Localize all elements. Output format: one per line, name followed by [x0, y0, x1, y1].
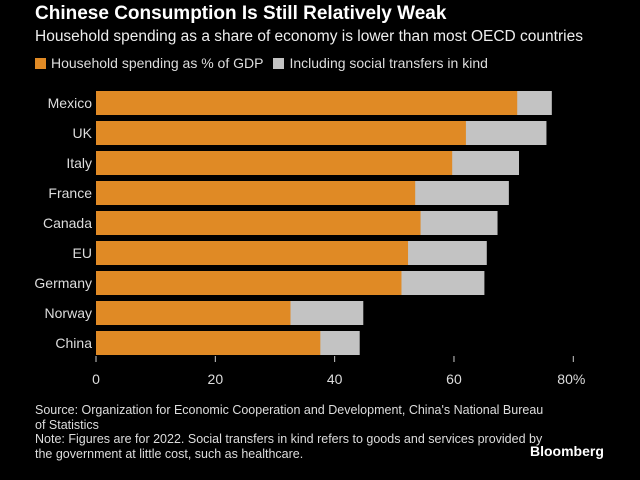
bar-household-spending: [96, 331, 321, 355]
category-label: Norway: [45, 305, 92, 321]
bar-household-spending: [96, 181, 416, 205]
category-label: Italy: [66, 155, 92, 171]
bar-household-spending: [96, 121, 466, 145]
bar-household-spending: [96, 91, 518, 115]
x-tick-label: 20: [208, 371, 224, 387]
legend-swatch-orange: [35, 57, 46, 69]
bar-household-spending: [96, 271, 402, 295]
bar-household-spending: [96, 241, 409, 265]
legend-item-household: Household spending as % of GDP: [35, 55, 263, 71]
bar-household-spending: [96, 301, 291, 325]
note-text: Note: Figures are for 2022. Social trans…: [35, 432, 543, 461]
category-label: EU: [73, 245, 92, 261]
chart-subtitle: Household spending as a share of economy…: [35, 28, 583, 45]
category-label: UK: [73, 125, 93, 141]
source-text: Source: Organization for Economic Cooper…: [35, 403, 544, 432]
category-label: China: [55, 335, 92, 351]
category-label: Germany: [34, 275, 92, 291]
bar-chart: Mexico UK Italy France Canada EU Germany Norway…: [34, 91, 585, 387]
x-tick-label: 60: [446, 371, 462, 387]
bar-household-spending: [96, 211, 421, 235]
x-tick-label: 80%: [557, 371, 585, 387]
chart-title: Chinese Consumption Is Still Relatively …: [35, 3, 447, 24]
category-label: France: [48, 185, 92, 201]
category-label: Canada: [43, 215, 92, 231]
bar-household-spending: [96, 151, 453, 175]
legend-label: Including social transfers in kind: [289, 55, 488, 71]
legend-item-transfers: Including social transfers in kind: [273, 55, 488, 71]
legend: Household spending as % of GDP Including…: [35, 55, 498, 71]
legend-swatch-gray: [273, 57, 285, 69]
footer: Source: Organization for Economic Cooper…: [35, 403, 555, 461]
category-label: Mexico: [48, 95, 93, 111]
x-tick-label: 40: [327, 371, 343, 387]
legend-label: Household spending as % of GDP: [51, 55, 264, 71]
bloomberg-logo: Bloomberg: [530, 443, 604, 459]
x-tick-label: 0: [92, 371, 100, 387]
